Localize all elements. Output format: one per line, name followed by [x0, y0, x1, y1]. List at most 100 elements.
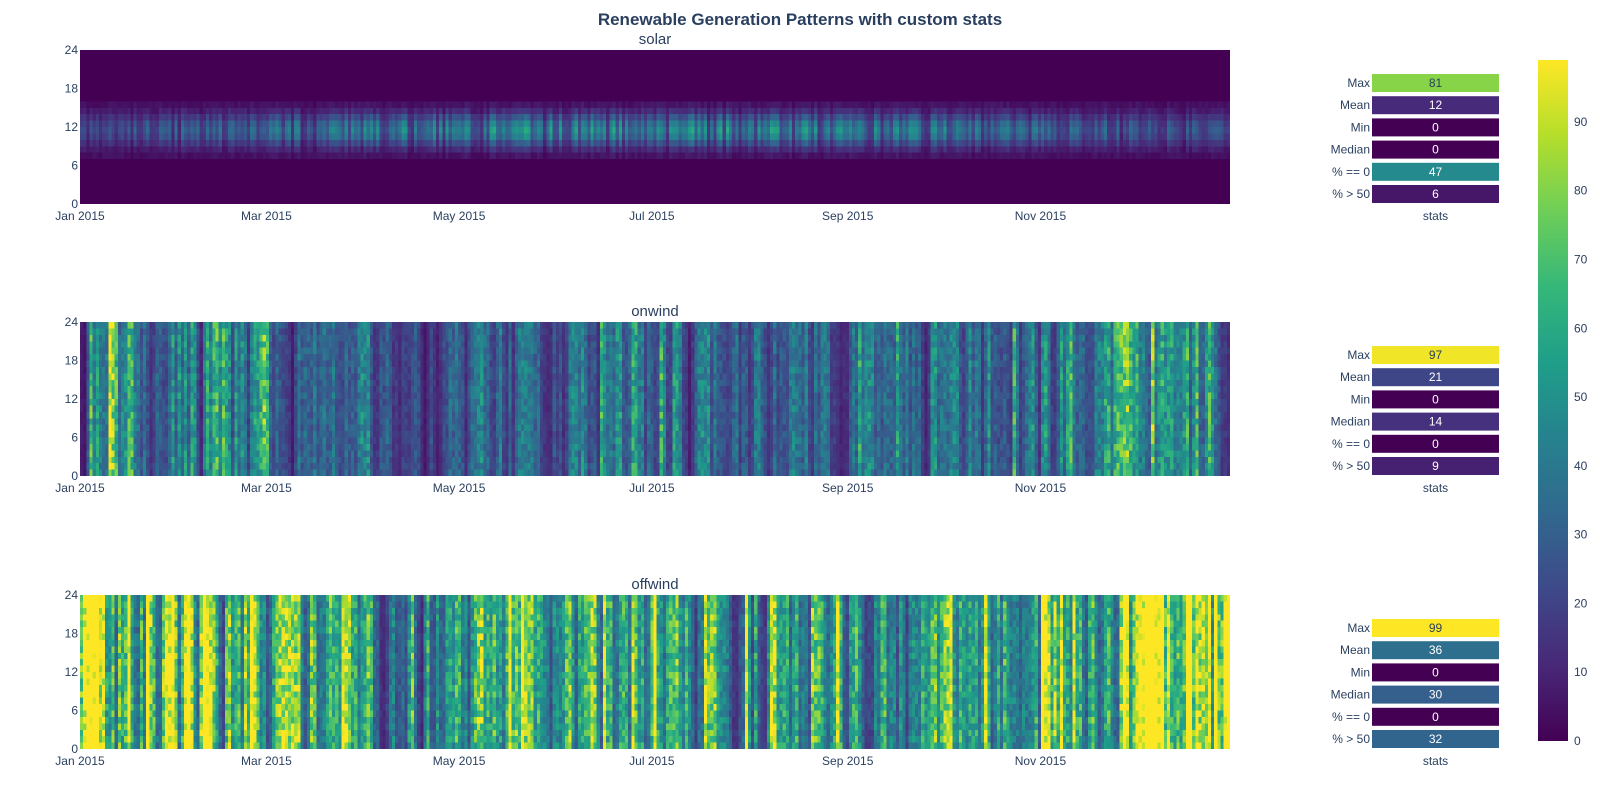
stat-value: 32	[1429, 732, 1443, 746]
stat-value: 36	[1429, 643, 1443, 657]
panel-solar: solar 0 6 12 18 24 Jan 2015 Mar 2015 May 2015 Jul…	[55, 31, 1499, 223]
stat-cell	[1372, 641, 1499, 660]
stat-label: Mean	[1340, 643, 1370, 657]
stat-label: Mean	[1340, 370, 1370, 384]
x-tick-label: Jan 2015	[55, 481, 105, 495]
stat-value: 30	[1429, 688, 1443, 702]
x-tick-label: Mar 2015	[241, 209, 292, 223]
stat-cell	[1372, 434, 1499, 453]
stat-value: 0	[1432, 437, 1439, 451]
stat-label: Min	[1351, 665, 1370, 679]
x-tick-label: May 2015	[433, 481, 486, 495]
panel-title-onwind: onwind	[631, 303, 679, 320]
y-tick-label: 12	[65, 120, 79, 134]
colorbar-tick-label: 40	[1574, 459, 1588, 473]
colorbar-tick-label: 50	[1574, 390, 1588, 404]
stat-value: 47	[1429, 165, 1443, 179]
panel-onwind: onwind 0 6 12 18 24 Jan 2015 Mar 2015 May 2015 Ju…	[55, 303, 1499, 495]
x-tick-label: Sep 2015	[822, 209, 874, 223]
panel-offwind: offwind 0 6 12 18 24 Jan 2015 Mar 2015 May 2015 J…	[55, 576, 1499, 768]
stat-value: 81	[1429, 76, 1443, 90]
x-tick-label: Nov 2015	[1015, 209, 1067, 223]
y-tick-label: 24	[65, 43, 79, 57]
stat-label: % == 0	[1332, 165, 1370, 179]
colorbar-tick-label: 20	[1574, 596, 1588, 610]
stat-cell	[1372, 412, 1499, 431]
y-tick-label: 18	[65, 627, 79, 641]
y-tick-label: 12	[65, 392, 79, 406]
stats-axis-label: stats	[1423, 209, 1448, 223]
stat-cell	[1372, 707, 1499, 726]
x-tick-label: Jul 2015	[629, 209, 675, 223]
x-tick-label: Jul 2015	[629, 481, 675, 495]
x-tick-label: Nov 2015	[1015, 754, 1067, 768]
stat-value: 99	[1429, 621, 1443, 635]
stat-cell	[1372, 140, 1499, 159]
stat-cell	[1372, 457, 1499, 475]
stat-cell	[1372, 118, 1499, 137]
x-tick-label: Jul 2015	[629, 754, 675, 768]
chart-title: Renewable Generation Patterns with custo…	[598, 10, 1002, 29]
colorbar-tick-label: 0	[1574, 734, 1581, 748]
heatmap-solar	[80, 50, 1230, 204]
stat-cell	[1372, 390, 1499, 409]
stat-value: 9	[1432, 459, 1439, 473]
stat-cell	[1372, 96, 1499, 115]
x-tick-label: Jan 2015	[55, 754, 105, 768]
y-tick-label: 18	[65, 82, 79, 96]
stat-cell	[1372, 346, 1499, 364]
stat-value: 0	[1432, 665, 1439, 679]
panel-title-solar: solar	[639, 31, 672, 48]
stat-value: 0	[1432, 392, 1439, 406]
heatmap-panels: solar 0 6 12 18 24 Jan 2015 Mar 2015 May 2015 Jul…	[55, 31, 1499, 768]
stat-label: Median	[1331, 688, 1370, 702]
stat-cell	[1372, 368, 1499, 387]
stats-axis-label: stats	[1423, 481, 1448, 495]
y-tick-label: 0	[71, 742, 78, 756]
stat-label: Median	[1331, 415, 1370, 429]
stats-axis-label: stats	[1423, 754, 1448, 768]
x-tick-label: Jan 2015	[55, 209, 105, 223]
stat-cell	[1372, 685, 1499, 704]
stat-label: Mean	[1340, 98, 1370, 112]
stat-value: 0	[1432, 143, 1439, 157]
colorbar-tick-label: 30	[1574, 528, 1588, 542]
stats-offwind: Max 99 Mean 36 Min 0 Median 30 % == 0 0 % > 50 32 st…	[1331, 619, 1499, 768]
y-tick-label: 24	[65, 588, 79, 602]
x-tick-label: Sep 2015	[822, 481, 874, 495]
stat-cell	[1372, 74, 1499, 92]
stat-label: % > 50	[1332, 732, 1370, 746]
x-tick-label: May 2015	[433, 209, 486, 223]
stat-cell	[1372, 663, 1499, 682]
stat-value: 12	[1429, 98, 1443, 112]
colorbar-tick-label: 80	[1574, 184, 1588, 198]
y-tick-label: 6	[71, 159, 78, 173]
colorbar-tick-label: 90	[1574, 115, 1588, 129]
colorbar-gradient	[1538, 60, 1568, 741]
x-tick-label: Sep 2015	[822, 754, 874, 768]
y-tick-label: 6	[71, 431, 78, 445]
stat-label: Min	[1351, 120, 1370, 134]
x-tick-label: Nov 2015	[1015, 481, 1067, 495]
stat-value: 21	[1429, 370, 1443, 384]
y-tick-label: 0	[71, 197, 78, 211]
stat-label: Max	[1347, 76, 1370, 90]
x-tick-label: Mar 2015	[241, 481, 292, 495]
y-tick-label: 6	[71, 704, 78, 718]
stat-label: Max	[1347, 621, 1370, 635]
heatmap-offwind	[80, 595, 1230, 749]
stat-value: 0	[1432, 120, 1439, 134]
stat-label: % == 0	[1332, 437, 1370, 451]
stats-onwind: Max 97 Mean 21 Min 0 Median 14 % == 0 0 % > 50 9 sta…	[1331, 346, 1499, 495]
colorbar-tick-label: 70	[1574, 252, 1588, 266]
stat-cell	[1372, 730, 1499, 748]
stat-value: 0	[1432, 710, 1439, 724]
colorbar: 0 10 20 30 40 50 60 70 80 90	[1538, 60, 1588, 748]
heatmap-onwind	[80, 322, 1230, 476]
stat-cell	[1372, 619, 1499, 637]
colorbar-tick-label: 10	[1574, 665, 1588, 679]
y-tick-label: 18	[65, 354, 79, 368]
y-tick-label: 12	[65, 665, 79, 679]
colorbar-tick-label: 60	[1574, 321, 1588, 335]
x-tick-label: Mar 2015	[241, 754, 292, 768]
